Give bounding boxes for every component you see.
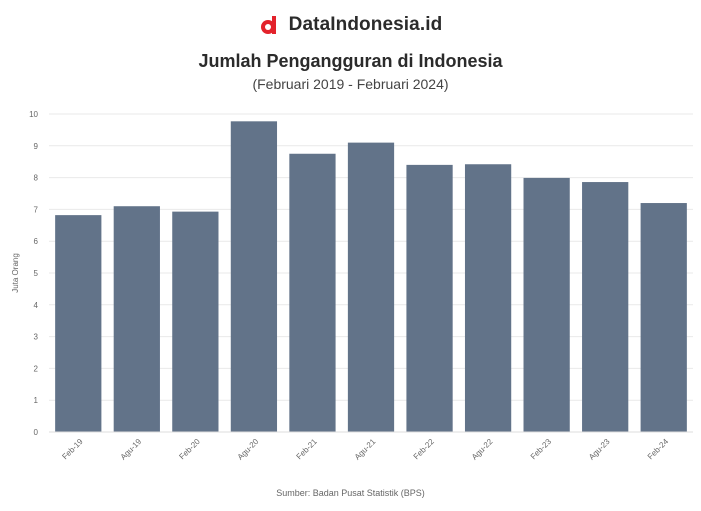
y-tick-label: 7 [34, 205, 39, 214]
bar [464, 164, 512, 432]
x-tick-label: Agu-19 [119, 437, 144, 462]
bar [640, 203, 687, 432]
chart-title: Jumlah Pengangguran di Indonesia [198, 51, 503, 71]
bar [55, 215, 102, 432]
y-tick-label: 8 [34, 174, 39, 183]
bar [172, 211, 219, 432]
bar [230, 121, 278, 433]
brand-name: DataIndonesia.id [288, 14, 443, 35]
bar [523, 177, 570, 432]
y-tick-label: 10 [29, 110, 38, 119]
bar [582, 182, 629, 432]
x-tick-label: Agu-20 [236, 437, 261, 462]
y-axis-label: Juta Orang [11, 253, 20, 293]
dataindonesia-logo-icon [260, 16, 276, 34]
x-tick-label: Feb-20 [177, 437, 202, 462]
x-tick-label: Agu-21 [353, 437, 378, 462]
y-tick-label: 4 [34, 301, 39, 310]
x-tick-label: Agu-23 [587, 437, 612, 462]
y-tick-label: 6 [34, 237, 39, 246]
x-tick-label: Feb-24 [646, 437, 671, 462]
x-tick-label: Feb-19 [60, 437, 85, 462]
bar [347, 142, 395, 432]
bar [113, 206, 160, 432]
chart-source: Sumber: Badan Pusat Statistik (BPS) [276, 488, 425, 498]
y-tick-label: 0 [34, 428, 39, 437]
y-tick-label: 2 [34, 364, 39, 373]
bar [406, 164, 453, 432]
x-tick-label: Feb-22 [412, 437, 437, 462]
brand-header: DataIndonesia.id [0, 14, 701, 36]
y-tick-label: 3 [34, 333, 39, 342]
y-tick-label: 1 [34, 396, 39, 405]
bar [289, 153, 336, 432]
x-tick-label: Feb-21 [295, 437, 320, 462]
x-tick-label: Feb-23 [529, 437, 554, 462]
y-tick-label: 9 [34, 142, 39, 151]
y-tick-label: 5 [34, 269, 39, 278]
chart-subtitle: (Februari 2019 - Februari 2024) [252, 76, 449, 92]
x-tick-label: Agu-22 [470, 437, 495, 462]
